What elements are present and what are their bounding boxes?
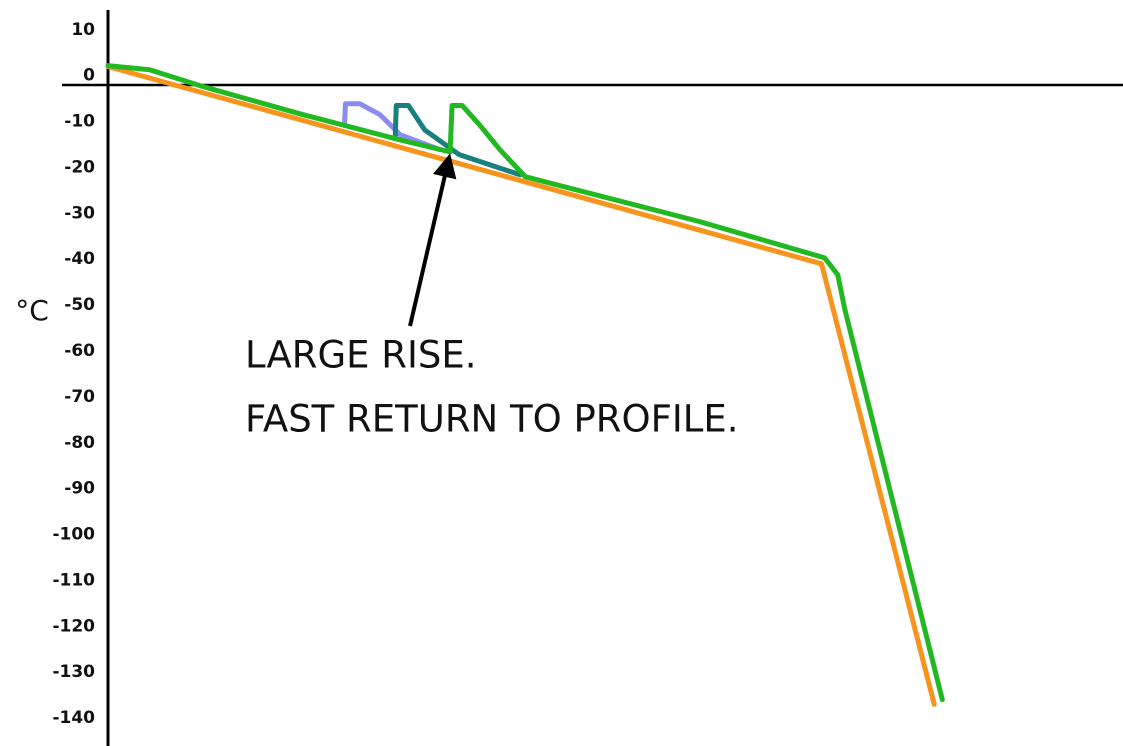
y-tick-label: -120 bbox=[52, 616, 95, 636]
annotation: LARGE RISE. bbox=[245, 334, 477, 377]
y-tick-label: -80 bbox=[64, 433, 95, 453]
y-tick-label: -140 bbox=[52, 708, 95, 728]
y-tick-label: -60 bbox=[64, 341, 95, 361]
arrow bbox=[408, 153, 457, 327]
y-tick-label: -20 bbox=[64, 157, 95, 177]
lines bbox=[105, 63, 945, 707]
y-axis-label: °C bbox=[15, 294, 49, 327]
series-line bbox=[105, 64, 937, 707]
y-tick-label: -100 bbox=[52, 525, 95, 545]
y-tick-label: -130 bbox=[52, 662, 95, 682]
y-tick-label: 10 bbox=[71, 20, 95, 40]
series-line bbox=[392, 103, 523, 178]
y-tick-label: -10 bbox=[64, 112, 95, 132]
series-line bbox=[105, 63, 945, 703]
series-line bbox=[341, 101, 443, 153]
y-tick-label: -90 bbox=[64, 479, 95, 499]
y-tick-label: -40 bbox=[64, 249, 95, 269]
annotation: FAST RETURN TO PROFILE. bbox=[245, 398, 739, 441]
y-tick-label: -70 bbox=[64, 387, 95, 407]
y-tick-label: -50 bbox=[64, 295, 95, 315]
y-tick-label: -110 bbox=[52, 570, 95, 590]
y-tick-label: 0 bbox=[83, 66, 95, 86]
y-tick-label: -30 bbox=[64, 203, 95, 223]
